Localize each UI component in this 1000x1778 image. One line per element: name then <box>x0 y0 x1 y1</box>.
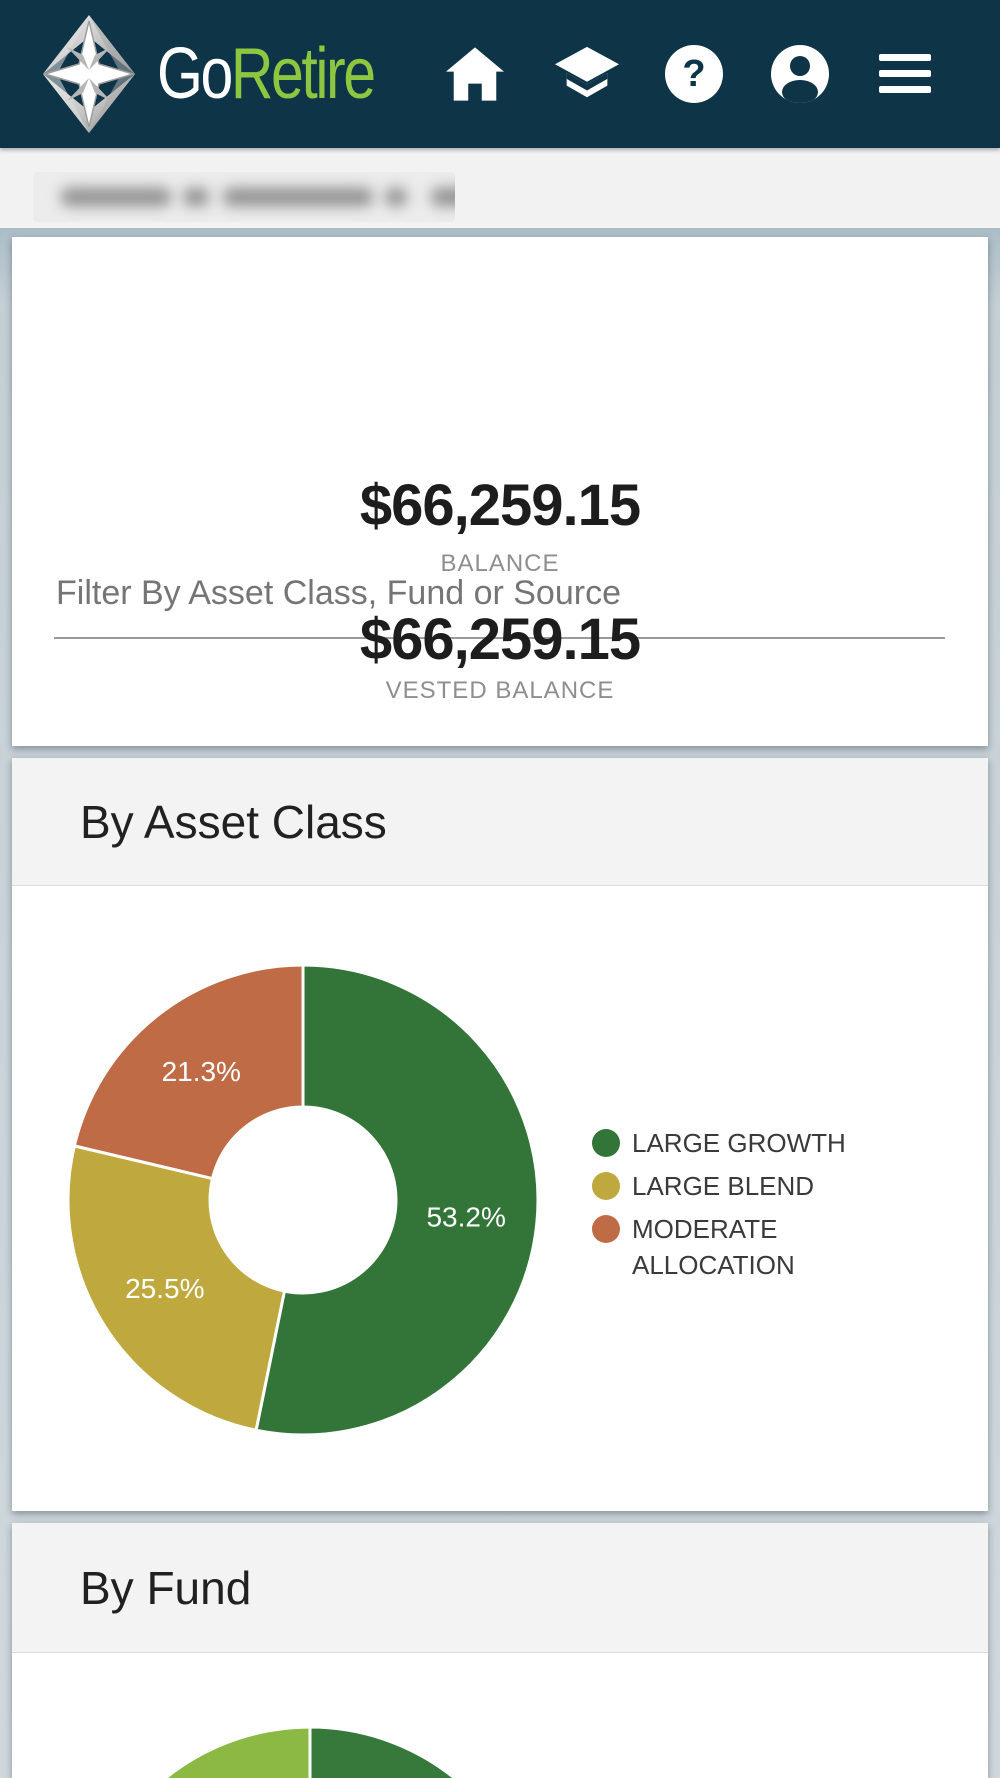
menu-icon <box>879 54 931 93</box>
legend-dot-moderate-allocation <box>592 1215 620 1243</box>
legend-label: LARGE BLEND <box>632 1171 815 1201</box>
balance-card: $66,259.15 BALANCE $66,259.15 VESTED BAL… <box>12 237 988 746</box>
legend-label: MODERATE ALLOCATION <box>632 1214 795 1280</box>
legend-label: LARGE GROWTH <box>632 1128 846 1158</box>
asset-class-donut-chart: 53.2% 25.5% 21.3% <box>66 963 540 1437</box>
by-fund-title: By Fund <box>80 1561 252 1614</box>
by-fund-card: By Fund <box>12 1523 988 1778</box>
asset-class-chart-area: 53.2% 25.5% 21.3% <box>12 886 988 1511</box>
legend-item-moderate-allocation[interactable]: MODERATE ALLOCATION <box>592 1211 882 1283</box>
vested-balance-amount: $66,259.15 <box>359 607 641 672</box>
asset-class-legend: LARGE GROWTH LARGE BLEND MODERATE ALLOCATI… <box>592 1125 882 1283</box>
fund-chart-area <box>12 1653 988 1778</box>
profile-icon <box>771 45 829 103</box>
brand-name: GoRetire <box>157 33 376 115</box>
home-button[interactable] <box>443 42 507 106</box>
compass-logo-icon <box>43 15 135 133</box>
slice-label-large-blend: 25.5% <box>125 1273 204 1304</box>
donut-slice-moderate-allocation[interactable] <box>72 963 305 1181</box>
vested-balance-label: VESTED BALANCE <box>385 677 615 704</box>
legend-dot-large-blend <box>592 1172 620 1200</box>
legend-item-large-growth[interactable]: LARGE GROWTH <box>592 1125 882 1161</box>
by-asset-class-card: By Asset Class 53.2% 25.5% 21.3% LARGE GRO… <box>12 758 988 1511</box>
balance-amount: $66,259.15 <box>359 473 641 538</box>
balance-label: BALANCE <box>440 550 560 577</box>
fund-pie-slice-2[interactable] <box>80 1725 312 1778</box>
legend-item-large-blend[interactable]: LARGE BLEND <box>592 1168 882 1204</box>
menu-button[interactable] <box>873 42 937 106</box>
redacted-account-info <box>33 172 455 222</box>
brand-go-text: Go <box>157 34 233 114</box>
home-icon <box>446 47 504 101</box>
profile-button[interactable] <box>768 42 832 106</box>
brand-retire-text: Retire <box>230 34 376 114</box>
slice-label-large-growth: 53.2% <box>426 1201 505 1232</box>
education-icon <box>555 46 619 98</box>
by-asset-class-header: By Asset Class <box>12 758 988 886</box>
fund-pie-slice-1[interactable] <box>308 1725 540 1778</box>
help-icon: ? <box>665 45 723 103</box>
education-button[interactable] <box>555 42 619 106</box>
by-fund-header: By Fund <box>12 1523 988 1653</box>
svg-text:?: ? <box>682 53 705 95</box>
by-asset-class-title: By Asset Class <box>80 795 387 848</box>
donut-slice-large-growth[interactable] <box>254 963 540 1437</box>
filter-input[interactable] <box>54 555 945 639</box>
app-header: GoRetire ? <box>0 0 1000 148</box>
slice-label-moderate-allocation: 21.3% <box>162 1056 241 1087</box>
legend-dot-large-growth <box>592 1129 620 1157</box>
brand-logo[interactable]: GoRetire <box>43 0 421 148</box>
account-strip <box>0 148 1000 230</box>
fund-pie-chart <box>80 1725 540 1778</box>
help-button[interactable]: ? <box>662 42 726 106</box>
donut-slice-large-blend[interactable] <box>66 1144 286 1432</box>
